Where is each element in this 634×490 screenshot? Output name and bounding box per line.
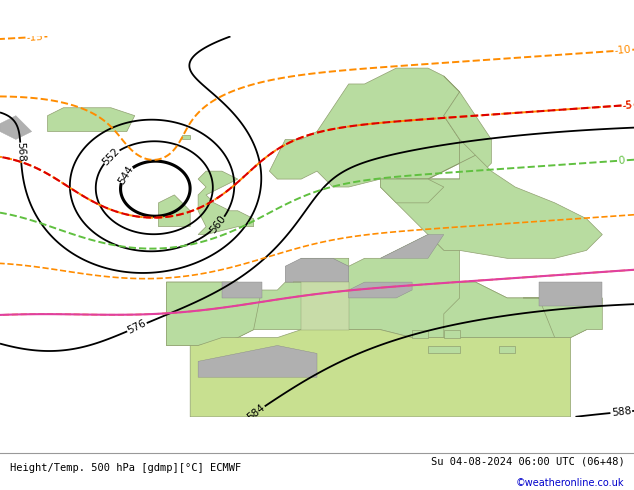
Text: 560: 560 bbox=[208, 213, 228, 235]
Polygon shape bbox=[285, 258, 349, 282]
Text: -15: -15 bbox=[26, 31, 44, 43]
Polygon shape bbox=[523, 298, 602, 338]
Text: 552: 552 bbox=[101, 146, 122, 167]
Text: ©weatheronline.co.uk: ©weatheronline.co.uk bbox=[516, 478, 624, 489]
Polygon shape bbox=[500, 345, 515, 353]
Text: -5: -5 bbox=[622, 99, 633, 111]
Polygon shape bbox=[444, 282, 586, 338]
Text: 588: 588 bbox=[611, 406, 631, 418]
Text: 544: 544 bbox=[116, 164, 135, 186]
Polygon shape bbox=[539, 282, 602, 306]
Text: -10: -10 bbox=[614, 45, 631, 56]
Text: 0: 0 bbox=[618, 155, 625, 166]
Polygon shape bbox=[428, 76, 491, 179]
Text: Height/Temp. 500 hPa [gdmp][°C] ECMWF: Height/Temp. 500 hPa [gdmp][°C] ECMWF bbox=[10, 463, 241, 473]
Polygon shape bbox=[0, 116, 32, 140]
Polygon shape bbox=[380, 235, 444, 258]
Polygon shape bbox=[444, 330, 460, 338]
Polygon shape bbox=[293, 282, 349, 330]
Polygon shape bbox=[380, 155, 602, 258]
Polygon shape bbox=[183, 136, 190, 140]
Text: 576: 576 bbox=[126, 318, 148, 336]
Polygon shape bbox=[198, 345, 317, 377]
Text: 568: 568 bbox=[15, 142, 26, 162]
Polygon shape bbox=[380, 179, 444, 203]
Polygon shape bbox=[166, 235, 586, 345]
Text: 584: 584 bbox=[245, 402, 267, 422]
Polygon shape bbox=[190, 330, 571, 417]
Polygon shape bbox=[349, 282, 412, 298]
Polygon shape bbox=[222, 282, 261, 298]
Text: Su 04-08-2024 06:00 UTC (06+48): Su 04-08-2024 06:00 UTC (06+48) bbox=[430, 456, 624, 466]
Polygon shape bbox=[412, 330, 428, 338]
Polygon shape bbox=[198, 171, 254, 235]
Polygon shape bbox=[396, 116, 476, 179]
Polygon shape bbox=[166, 282, 261, 345]
Text: -5: -5 bbox=[622, 99, 633, 111]
Polygon shape bbox=[428, 345, 460, 353]
Polygon shape bbox=[269, 68, 460, 187]
Polygon shape bbox=[158, 195, 190, 226]
Polygon shape bbox=[48, 108, 134, 131]
